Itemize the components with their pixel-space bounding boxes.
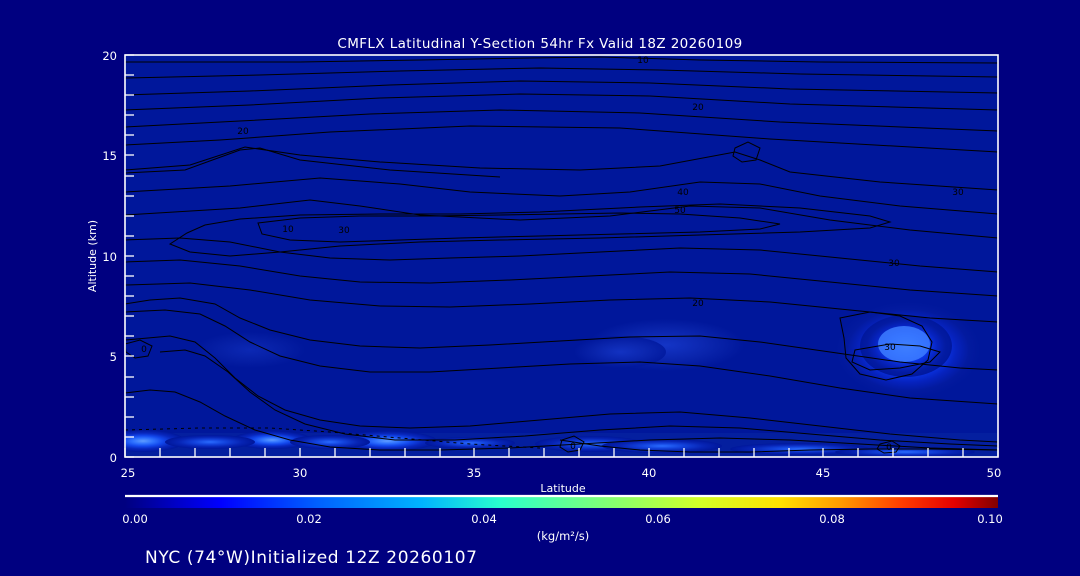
contour-label: 0	[141, 345, 147, 355]
x-tick-label: 30	[293, 466, 308, 480]
y-tick-label: 20	[102, 49, 117, 63]
surface-max-1	[125, 430, 185, 452]
contour-label: 30	[888, 259, 900, 269]
colorbar-units-label: (kg/m²/s)	[537, 529, 590, 543]
plot-area: 20 10 20 30 40 50 30 30 20 30 0 0 0 10	[124, 54, 999, 458]
x-tick-label: 50	[987, 466, 1002, 480]
contour-line	[559, 439, 998, 453]
footer-label: NYC (74°W)Initialized 12Z 20260107	[145, 548, 478, 568]
y-tick-label: 0	[110, 451, 117, 465]
weak-midlevel-patch-lobe	[574, 336, 666, 368]
x-tick-labels: 25 30 35 40 45 50	[121, 466, 1002, 480]
contour-label: 20	[237, 127, 249, 137]
colorbar[interactable]: 0.00 0.02 0.04 0.06 0.08 0.10 (kg/m²/s)	[122, 494, 1003, 543]
colorbar-tick-labels: 0.00 0.02 0.04 0.06 0.08 0.10	[122, 512, 1003, 526]
contour-label: 20	[692, 103, 704, 113]
y-axis-label: Altitude (km)	[86, 220, 99, 292]
y-axis-ticks	[125, 54, 134, 458]
colorbar-tick-label: 0.10	[977, 512, 1003, 526]
contour-closed-blob	[839, 311, 933, 381]
contour-closed-zero-left	[125, 339, 153, 359]
y-tick-label: 10	[102, 250, 117, 264]
contour-line	[125, 282, 998, 323]
contour-line	[125, 177, 998, 215]
contour-line	[125, 125, 998, 153]
x-tick-label: 35	[467, 466, 482, 480]
x-tick-label: 45	[816, 466, 831, 480]
contour-line	[159, 349, 998, 447]
surface-band-fill-b	[165, 435, 255, 449]
contour-closed-small	[732, 141, 761, 163]
shaded-field: 20 10 20 30 40 50 30 30 20 30 0 0 0 10	[125, 56, 998, 457]
contour-label: 30	[884, 343, 896, 353]
contour-closed-40	[168, 203, 892, 257]
y-tick-label: 15	[102, 149, 117, 163]
contour-line	[125, 146, 998, 191]
contour-line	[125, 309, 998, 405]
page-title: CMFLX Latitudinal Y-Section 54hr Fx Vali…	[337, 36, 742, 52]
contour-closed-zero-mid	[559, 435, 585, 453]
contour-label: 50	[674, 206, 686, 216]
contour-closed-blob-inner	[851, 343, 941, 371]
colorbar-tick-label: 0.02	[296, 512, 322, 526]
contour-closed-zero-right	[876, 440, 901, 454]
y-tick-label: 5	[110, 350, 117, 364]
contour-labels: 20 10 20 30 40 50 30 30 20 30 0 0 0 10	[141, 56, 964, 453]
mid-level-blob-north-peak	[878, 326, 930, 362]
x-axis-ticks	[124, 448, 999, 457]
y-tick-labels: 0 5 10 15 20	[102, 49, 117, 465]
x-tick-label: 25	[121, 466, 136, 480]
contour-line	[125, 67, 998, 79]
contour-line	[125, 237, 998, 273]
contour-closed-50	[257, 212, 781, 243]
contour-line	[125, 199, 998, 239]
contour-line	[125, 93, 998, 111]
weak-midlevel-patch-west	[195, 332, 305, 368]
colorbar-gradient[interactable]	[125, 497, 998, 508]
colorbar-tick-label: 0.04	[471, 512, 497, 526]
contour-label: 20	[692, 299, 704, 309]
x-axis-label: Latitude	[540, 482, 586, 495]
surface-band-fill-a	[290, 435, 370, 449]
contour-line-dashed	[125, 427, 541, 449]
contour-label: 0	[886, 443, 892, 453]
contour-label: 10	[637, 56, 649, 66]
contour-label: 30	[338, 226, 350, 236]
x-tick-label: 40	[642, 466, 657, 480]
contour-line	[125, 335, 998, 443]
contour-label: 40	[677, 188, 689, 198]
contour-line	[125, 80, 998, 96]
contour-line	[125, 259, 998, 297]
colorbar-tick-label: 0.00	[122, 512, 148, 526]
contour-label: 10	[282, 225, 294, 235]
colorbar-tick-label: 0.06	[645, 512, 671, 526]
contour-line-seg	[125, 147, 501, 178]
colorbar-tick-label: 0.08	[819, 512, 845, 526]
contour-line	[125, 297, 998, 371]
contour-line	[125, 109, 998, 132]
contour-label: 0	[570, 442, 576, 452]
contour-line	[125, 56, 998, 64]
contour-line	[125, 389, 998, 451]
contour-label: 30	[952, 188, 964, 198]
contour-lines	[125, 56, 998, 454]
